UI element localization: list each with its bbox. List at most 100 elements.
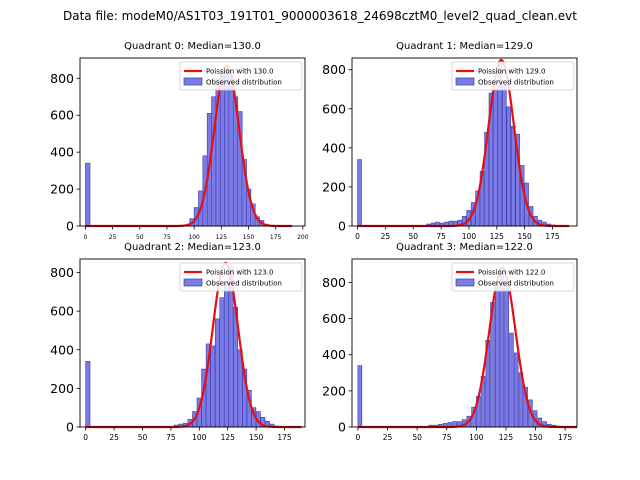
- legend-curve-label: Poission with 130.0: [206, 68, 274, 76]
- legend-bars-label: Observed distribution: [206, 280, 282, 288]
- x-tick-label: 100: [188, 234, 200, 241]
- x-tick-label: 175: [270, 234, 282, 241]
- x-tick-label: 125: [216, 234, 228, 241]
- histogram-bar: [224, 281, 229, 428]
- legend-bars-label: Observed distribution: [206, 79, 282, 87]
- x-tick-label: 0: [83, 433, 88, 442]
- x-tick-label: 50: [408, 232, 418, 241]
- charts-container: Quadrant 0: Median=130.0 0 200 400 600 800 0 25…: [50, 41, 578, 442]
- y-tick-label: 600: [50, 108, 74, 123]
- y-tick-label: 400: [50, 342, 74, 357]
- x-tick-label: 100: [462, 232, 477, 241]
- chart-title: Quadrant 0: Median=130.0: [124, 41, 261, 52]
- x-tick-label: 75: [442, 433, 452, 442]
- x-tick-label: 200: [297, 234, 309, 241]
- quadrant-0-chart: Quadrant 0: Median=130.0 0 200 400 600 800 0 25…: [50, 41, 309, 241]
- axes-frame: [79, 57, 306, 227]
- histogram-bar: [509, 332, 514, 428]
- x-tick-label: 150: [243, 234, 255, 241]
- x-tick-label: 25: [381, 232, 391, 241]
- quadrant-3-chart: Quadrant 3: Median=122.0 0 200 400 600 800 0 25…: [322, 242, 578, 442]
- x-tick-label: 75: [166, 433, 176, 442]
- legend-bars-label: Observed distribution: [478, 280, 554, 288]
- histogram-bar: [502, 85, 507, 227]
- legend-box: [451, 262, 575, 292]
- axes-frame: [351, 258, 578, 428]
- legend-box: [179, 262, 303, 292]
- histogram-bar: [219, 72, 226, 227]
- y-tick-label: 400: [50, 145, 74, 160]
- legend-box: [179, 61, 303, 91]
- x-tick-label: 175: [558, 433, 573, 442]
- x-tick-label: 0: [356, 433, 361, 442]
- legend-box: [451, 61, 575, 91]
- chart-title: Quadrant 2: Median=123.0: [124, 242, 261, 253]
- y-tick-label: 800: [322, 275, 346, 290]
- x-tick-label: 125: [221, 433, 236, 442]
- y-tick-label: 600: [322, 311, 346, 326]
- x-tick-label: 125: [490, 232, 505, 241]
- figure-title: Data file: modeM0/AS1T03_191T01_90000036…: [63, 9, 577, 23]
- histogram-bar: [504, 283, 509, 428]
- axes-frame: [351, 57, 578, 227]
- legend-bars-swatch: [455, 278, 475, 287]
- legend-curve-label: Poission with 123.0: [206, 269, 274, 277]
- y-tick-label: 200: [322, 383, 346, 398]
- x-tick-label: 50: [138, 433, 148, 442]
- y-tick-label: 0: [66, 420, 74, 435]
- x-tick-label: 150: [517, 232, 532, 241]
- legend-bars-swatch: [455, 77, 475, 86]
- x-tick-label: 100: [469, 433, 484, 442]
- histogram-bar: [499, 273, 505, 428]
- x-tick-label: 100: [192, 433, 207, 442]
- y-tick-label: 0: [338, 420, 346, 435]
- y-tick-label: 400: [322, 140, 346, 155]
- histogram-bar: [214, 318, 220, 428]
- y-tick-label: 800: [50, 265, 74, 280]
- histogram-bar: [85, 361, 91, 428]
- quadrant-1-chart: Quadrant 1: Median=129.0 0 200 400 600 800 0 25…: [322, 41, 578, 241]
- y-tick-label: 200: [322, 179, 346, 194]
- x-tick-label: 50: [412, 433, 422, 442]
- chart-title: Quadrant 3: Median=122.0: [396, 242, 533, 253]
- legend-curve-label: Poission with 122.0: [478, 269, 546, 277]
- histogram-bar: [357, 159, 362, 227]
- legend-bars-swatch: [183, 278, 203, 287]
- y-tick-label: 0: [66, 219, 74, 234]
- x-tick-label: 25: [383, 433, 393, 442]
- quadrant-2-chart: Quadrant 2: Median=123.0 0 200 400 600 800 0 25…: [50, 242, 306, 442]
- y-tick-label: 200: [50, 381, 74, 396]
- x-tick-label: 175: [545, 232, 560, 241]
- histogram-bar: [219, 297, 225, 428]
- x-tick-label: 75: [163, 234, 171, 241]
- legend-curve-label: Poission with 129.0: [478, 68, 546, 76]
- x-tick-label: 50: [136, 234, 144, 241]
- y-tick-label: 800: [50, 71, 74, 86]
- y-tick-label: 600: [322, 101, 346, 116]
- histogram-bar: [510, 126, 516, 227]
- y-tick-label: 0: [338, 219, 346, 234]
- y-tick-label: 200: [50, 182, 74, 197]
- histogram-bar: [357, 365, 363, 428]
- axes-frame: [79, 258, 306, 428]
- histogram-bar: [494, 285, 500, 428]
- poisson-curve: [357, 266, 577, 429]
- x-tick-label: 150: [249, 433, 264, 442]
- x-tick-label: 0: [355, 232, 360, 241]
- histogram-bar: [506, 106, 512, 227]
- legend-bars-label: Observed distribution: [478, 79, 554, 87]
- y-tick-label: 800: [322, 62, 346, 77]
- x-tick-label: 150: [528, 433, 543, 442]
- x-tick-label: 25: [109, 433, 119, 442]
- chart-title: Quadrant 1: Median=129.0: [396, 41, 533, 52]
- y-tick-label: 400: [322, 347, 346, 362]
- legend-bars-swatch: [183, 77, 203, 86]
- histogram-bar: [210, 345, 216, 428]
- x-tick-label: 125: [499, 433, 514, 442]
- histogram-bar: [228, 76, 234, 227]
- histogram-bar: [85, 162, 91, 227]
- x-tick-label: 75: [436, 232, 446, 241]
- histogram-bar: [513, 352, 519, 428]
- y-tick-label: 600: [50, 304, 74, 319]
